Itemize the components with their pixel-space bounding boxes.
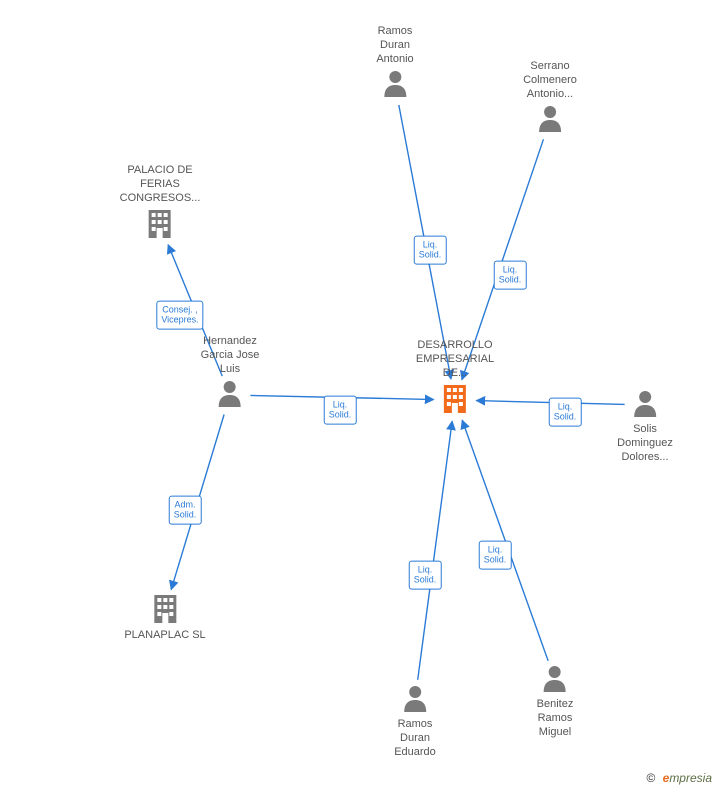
node-hernandez[interactable]: HernandezGarcia JoseLuis — [201, 335, 260, 411]
copyright-symbol: © — [646, 771, 655, 785]
edge-label: Liq. Solid. — [324, 396, 357, 425]
node-planaplac[interactable]: PLANAPLAC SL — [124, 593, 205, 644]
node-palacio[interactable]: PALACIO DEFERIASCONGRESOS... — [120, 164, 201, 242]
node-benitez[interactable]: BenitezRamosMiguel — [537, 664, 574, 740]
person-icon — [537, 104, 563, 137]
footer-credit: © empresia — [646, 771, 712, 785]
building-icon — [441, 383, 469, 418]
edge-label: Liq. Solid. — [549, 398, 582, 427]
node-serrano[interactable]: SerranoColmeneroAntonio... — [523, 60, 577, 136]
edge-label: Liq. Solid. — [494, 261, 527, 290]
node-label: HernandezGarcia JoseLuis — [201, 335, 260, 376]
node-center[interactable]: DESARROLLOEMPRESARIALDE... — [416, 339, 494, 417]
person-icon — [402, 684, 428, 717]
person-icon — [542, 664, 568, 697]
edge-label: Liq. Solid. — [479, 541, 512, 570]
edge-line — [418, 421, 452, 680]
person-icon — [632, 389, 658, 422]
node-label: BenitezRamosMiguel — [537, 698, 574, 739]
node-label: SerranoColmeneroAntonio... — [523, 60, 577, 101]
node-label: SolisDominguezDolores... — [617, 423, 673, 464]
building-icon — [151, 593, 179, 628]
node-label: RamosDuranEduardo — [394, 718, 436, 759]
person-icon — [382, 69, 408, 102]
person-icon — [217, 379, 243, 412]
brand-logo-rest: mpresia — [669, 771, 712, 785]
node-label: DESARROLLOEMPRESARIALDE... — [416, 339, 494, 380]
edge-label: Consej. , Vicepres. — [156, 301, 203, 330]
node-solis[interactable]: SolisDominguezDolores... — [617, 389, 673, 465]
node-ramos_eduardo[interactable]: RamosDuranEduardo — [394, 684, 436, 760]
node-label: PLANAPLAC SL — [124, 629, 205, 643]
diagram-canvas: DESARROLLOEMPRESARIALDE... RamosDuranAnt… — [0, 0, 728, 795]
node-label: RamosDuranAntonio — [376, 25, 413, 66]
edge-label: Liq. Solid. — [414, 236, 447, 265]
node-ramos_antonio[interactable]: RamosDuranAntonio — [376, 25, 413, 101]
building-icon — [146, 208, 174, 243]
edge-label: Adm. Solid. — [169, 496, 202, 525]
edge-label: Liq. Solid. — [409, 561, 442, 590]
node-label: PALACIO DEFERIASCONGRESOS... — [120, 164, 201, 205]
